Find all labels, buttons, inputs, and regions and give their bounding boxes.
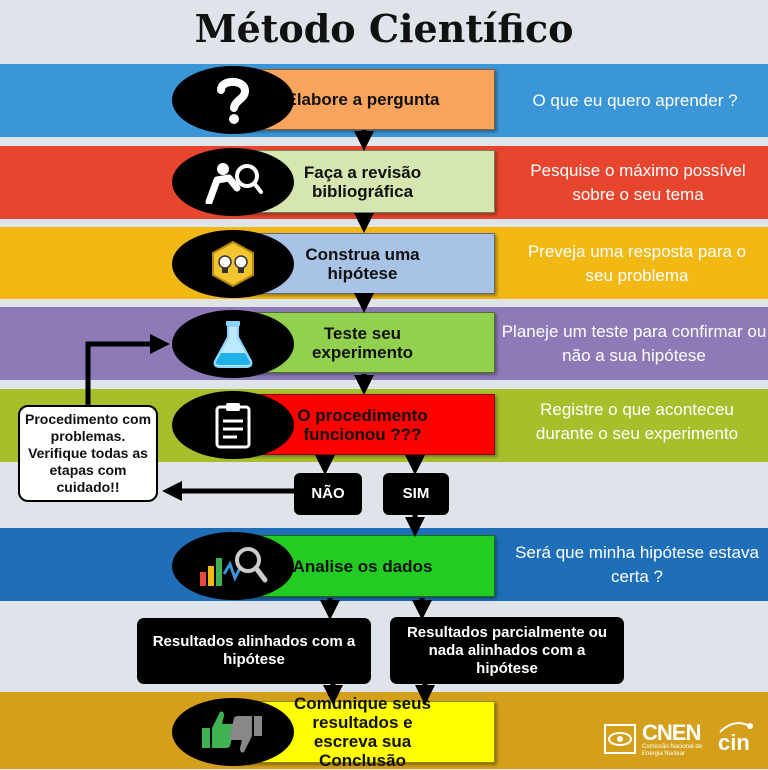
page-title: Método Científico bbox=[194, 6, 574, 51]
flask-icon bbox=[213, 321, 253, 368]
step-label: Elabore a pergunta bbox=[285, 90, 440, 109]
step-description-analysis: Será que minha hipótese estava certa ? bbox=[515, 543, 759, 586]
person-magnifier-icon bbox=[205, 163, 263, 204]
chart-magnifier-icon bbox=[200, 547, 268, 586]
step-label: Analise os dados bbox=[292, 556, 433, 576]
cin-logo-text: cin bbox=[718, 730, 750, 755]
clipboard-icon bbox=[215, 403, 251, 449]
step-label: O procedimento funcionou ??? bbox=[297, 405, 428, 444]
result-aligned-text: Resultados alinhados com a hipótese bbox=[152, 633, 356, 668]
decision-yes-label: SIM bbox=[402, 485, 430, 502]
step-description-review: Pesquise o máximo possível sobre o seu t… bbox=[530, 161, 746, 204]
step-label: Teste seu experimento bbox=[311, 323, 414, 362]
step-description-procedure: Registre o que aconteceu durante o seu e… bbox=[535, 400, 739, 443]
analysis-oval bbox=[172, 532, 294, 600]
step-label: Faça a revisão bibliográfica bbox=[303, 162, 422, 201]
step-description-hypothesis: Preveja uma resposta para o seu problema bbox=[527, 242, 747, 285]
experiment-oval bbox=[172, 310, 294, 378]
question-mark-icon bbox=[217, 77, 250, 124]
step-description-question: O que eu quero aprender ? bbox=[532, 91, 738, 110]
cin-logo: cin bbox=[714, 718, 758, 762]
hypothesis-oval bbox=[172, 230, 294, 298]
review-oval bbox=[172, 148, 294, 216]
result-partial-box: Resultados parcialmente ou nada alinhado… bbox=[390, 617, 624, 684]
step-label: Construa uma hipótese bbox=[305, 244, 420, 283]
decision-yes-box: SIM bbox=[383, 473, 449, 515]
question-oval bbox=[172, 66, 294, 134]
cnen-logo-text: CNEN bbox=[642, 720, 701, 745]
cnen-logo-subtitle: Comissão Nacional de Energia Nuclear bbox=[642, 744, 703, 757]
procedure-oval bbox=[172, 391, 294, 459]
cnen-logo: CNEN Comissão Nacional de Energia Nuclea… bbox=[604, 720, 708, 758]
lightbulbs-icon bbox=[212, 240, 254, 288]
step-label: Comunique seus resultados e escreva sua … bbox=[294, 694, 431, 770]
result-partial-text: Resultados parcialmente ou nada alinhado… bbox=[406, 623, 608, 677]
decision-no-label: NÃO bbox=[311, 485, 345, 502]
cin-logo-icon bbox=[719, 722, 753, 733]
result-aligned-box: Resultados alinhados com a hipótese bbox=[137, 618, 371, 684]
step-description-experiment: Planeje um teste para confirmar ou não a… bbox=[501, 322, 767, 365]
problem-note-text: Procedimento com problemas. Verifique to… bbox=[24, 411, 152, 495]
decision-no-box: NÃO bbox=[294, 473, 362, 515]
problem-note: Procedimento com problemas. Verifique to… bbox=[18, 405, 158, 502]
thumbs-up-down-icon bbox=[202, 711, 262, 753]
communicate-oval bbox=[172, 698, 294, 766]
cnen-logo-icon bbox=[604, 724, 636, 754]
